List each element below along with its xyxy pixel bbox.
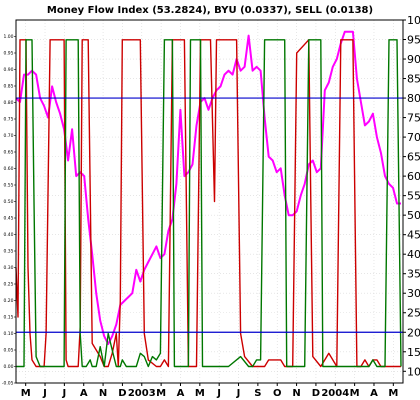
x-tick-label: O [273,388,282,399]
x-tick-label: A [370,388,378,399]
series-line-1 [15,39,401,368]
chart-title: Money Flow Index (53.2824), BYU (0.0337)… [47,5,373,16]
right-tick-label: 70 [407,131,420,144]
right-tick-label: 35 [407,268,420,281]
left-tick-label: 0.55 [3,183,13,189]
right-tick-label: 15 [407,346,420,359]
right-tick-label: 20 [407,326,420,339]
left-tick-label: 0.45 [3,216,13,222]
right-tick-label: 100 [407,14,420,27]
x-tick-label: N [292,388,300,399]
x-tick-label: A [177,388,185,399]
left-tick-label: 0.10 [3,331,13,337]
x-tick-label: J [236,388,241,399]
left-tick-label: 1.00 [3,34,13,40]
x-tick-label: 2003 [128,388,156,399]
right-tick-label: 60 [407,170,420,183]
left-tick-label: 0.50 [3,199,13,205]
right-tick-label: 75 [407,112,420,125]
x-tick-label: J [62,388,67,399]
right-tick-label: 25 [407,307,420,320]
series-line-2 [16,39,402,368]
left-tick-label: 0.20 [3,298,13,304]
reference-lines [16,97,403,333]
series-line-0 [15,30,401,345]
x-tick-label: J [42,388,47,399]
left-tick-label: 0.70 [3,133,13,139]
right-tick-label: 85 [407,73,420,86]
x-tick-label: A [80,388,88,399]
x-tick-label: 2004 [321,388,349,399]
x-tick-label: M [195,388,205,399]
left-tick-label: 0.15 [3,315,13,321]
right-tick-label: 90 [407,53,420,66]
x-axis: M J J A N D 2003 M A M J J S O N D 2004 M A M [21,383,398,399]
left-tick-label: 0.00 [3,364,13,370]
right-tick-label: 95 [407,34,420,47]
left-tick-label: 0.05 [3,348,13,354]
left-axis: 1.00 0.95 0.90 0.85 0.80 0.75 0.70 0.65 0.60 0.55… [2,34,16,387]
left-tick-label: 0.90 [3,67,13,73]
right-axis: 10 15 20 25 30 35 40 45 50 55 60 65 70 75 80 85 90 95 100 [403,14,420,378]
left-tick-label: 0.35 [3,249,13,255]
x-tick-label: J [216,388,221,399]
right-tick-label: 80 [407,92,420,105]
x-tick-label: M [388,388,398,399]
x-tick-label: S [254,388,261,399]
left-tick-label: 0.85 [3,84,13,90]
x-tick-label: N [99,388,107,399]
x-tick-label: M [350,388,360,399]
right-tick-label: 55 [407,190,420,203]
left-tick-label: -0.05 [2,381,14,387]
left-tick-label: 0.25 [3,282,13,288]
left-tick-label: 0.65 [3,150,13,156]
x-tick-label: D [312,388,320,399]
right-tick-label: 10 [407,365,420,378]
x-tick-label: M [21,388,31,399]
left-tick-label: 0.30 [3,265,13,271]
x-tick-label: D [118,388,126,399]
right-tick-label: 45 [407,229,420,242]
left-tick-label: 0.75 [3,117,13,123]
series-layer [15,30,402,368]
right-tick-label: 50 [407,209,420,222]
left-tick-label: 0.40 [3,232,13,238]
right-tick-label: 30 [407,287,420,300]
right-tick-label: 40 [407,248,420,261]
left-tick-label: 0.80 [3,100,13,106]
left-tick-label: 0.95 [3,51,13,57]
x-tick-label: M [156,388,166,399]
right-tick-label: 65 [407,151,420,164]
left-tick-label: 0.60 [3,166,13,172]
